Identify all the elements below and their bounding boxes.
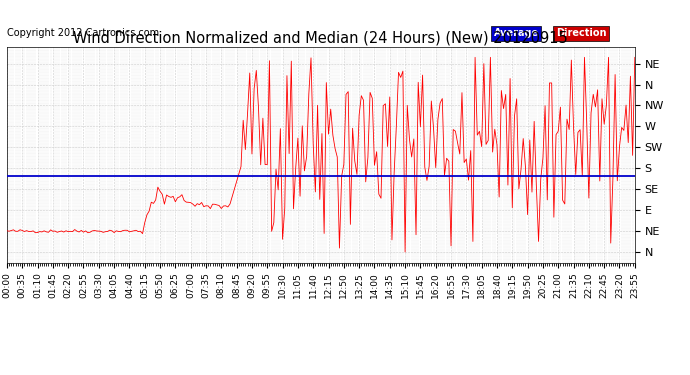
Text: Copyright 2012 Cartronics.com: Copyright 2012 Cartronics.com	[7, 28, 159, 38]
Text: Direction: Direction	[555, 28, 607, 38]
Text: Average: Average	[493, 28, 539, 38]
Title: Wind Direction Normalized and Median (24 Hours) (New) 20120915: Wind Direction Normalized and Median (24…	[73, 31, 569, 46]
